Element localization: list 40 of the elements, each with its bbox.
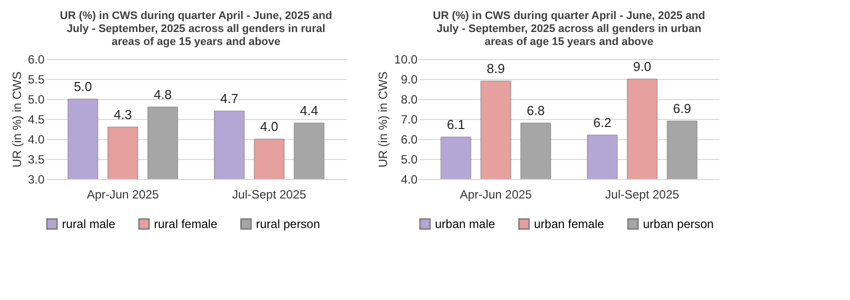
y-tick-label: 4.0	[400, 172, 418, 186]
y-tick-label: 9.0	[400, 72, 418, 86]
data-label: 6.1	[446, 117, 465, 132]
legend-label: urban person	[643, 217, 714, 231]
chart-title: UR (%) in CWS during quarter April - June, 2025 and July - September, 2025 across all genders in urban areas of age 15 years and above	[432, 10, 706, 48]
data-label: 4.7	[220, 91, 238, 106]
legend-label: rural female	[154, 217, 218, 231]
y-tick-label: 4.0	[28, 132, 45, 146]
data-label: 9.0	[633, 59, 652, 74]
data-label: 4.3	[114, 107, 132, 122]
legend-label: urban female	[534, 217, 604, 231]
data-label: 4.4	[300, 103, 318, 118]
y-tick-label: 8.0	[400, 92, 418, 106]
data-label: 6.8	[526, 103, 545, 118]
data-label: 6.9	[673, 101, 692, 116]
y-tick-label: 6.0	[28, 52, 45, 66]
x-tick-label: Jul-Sept 2025	[232, 188, 307, 202]
chart-title: UR (%) in CWS during quarter April - June, 2025 and July - September, 2025 across all genders in rural areas of age 15 years and above	[60, 10, 332, 48]
data-label: 4.8	[154, 87, 172, 102]
data-label: 8.9	[486, 61, 505, 76]
y-tick-label: 3.0	[28, 172, 45, 186]
legend-label: rural male	[62, 217, 116, 231]
y-tick-label: 10.0	[394, 52, 418, 66]
data-label: 6.2	[593, 115, 612, 130]
x-tick-label: Apr-Jun 2025	[460, 188, 532, 202]
y-tick-label: 6.0	[400, 132, 418, 146]
legend-label: rural person	[256, 217, 320, 231]
x-tick-label: Jul-Sept 2025	[605, 188, 680, 202]
y-axis-title: UR (in %) in CWS	[376, 71, 390, 168]
data-label: 5.0	[74, 79, 92, 94]
data-label: 4.0	[260, 119, 278, 134]
y-tick-label: 5.0	[400, 152, 418, 166]
x-tick-label: Apr-Jun 2025	[86, 188, 160, 202]
y-tick-label: 3.5	[28, 152, 45, 166]
legend-label: urban male	[435, 217, 496, 231]
y-tick-label: 7.0	[400, 112, 418, 126]
y-tick-label: 5.0	[28, 92, 45, 106]
y-tick-label: 4.5	[28, 112, 45, 126]
y-tick-label: 5.5	[28, 72, 45, 86]
y-axis-title: UR (in %) in CWS	[10, 71, 24, 168]
